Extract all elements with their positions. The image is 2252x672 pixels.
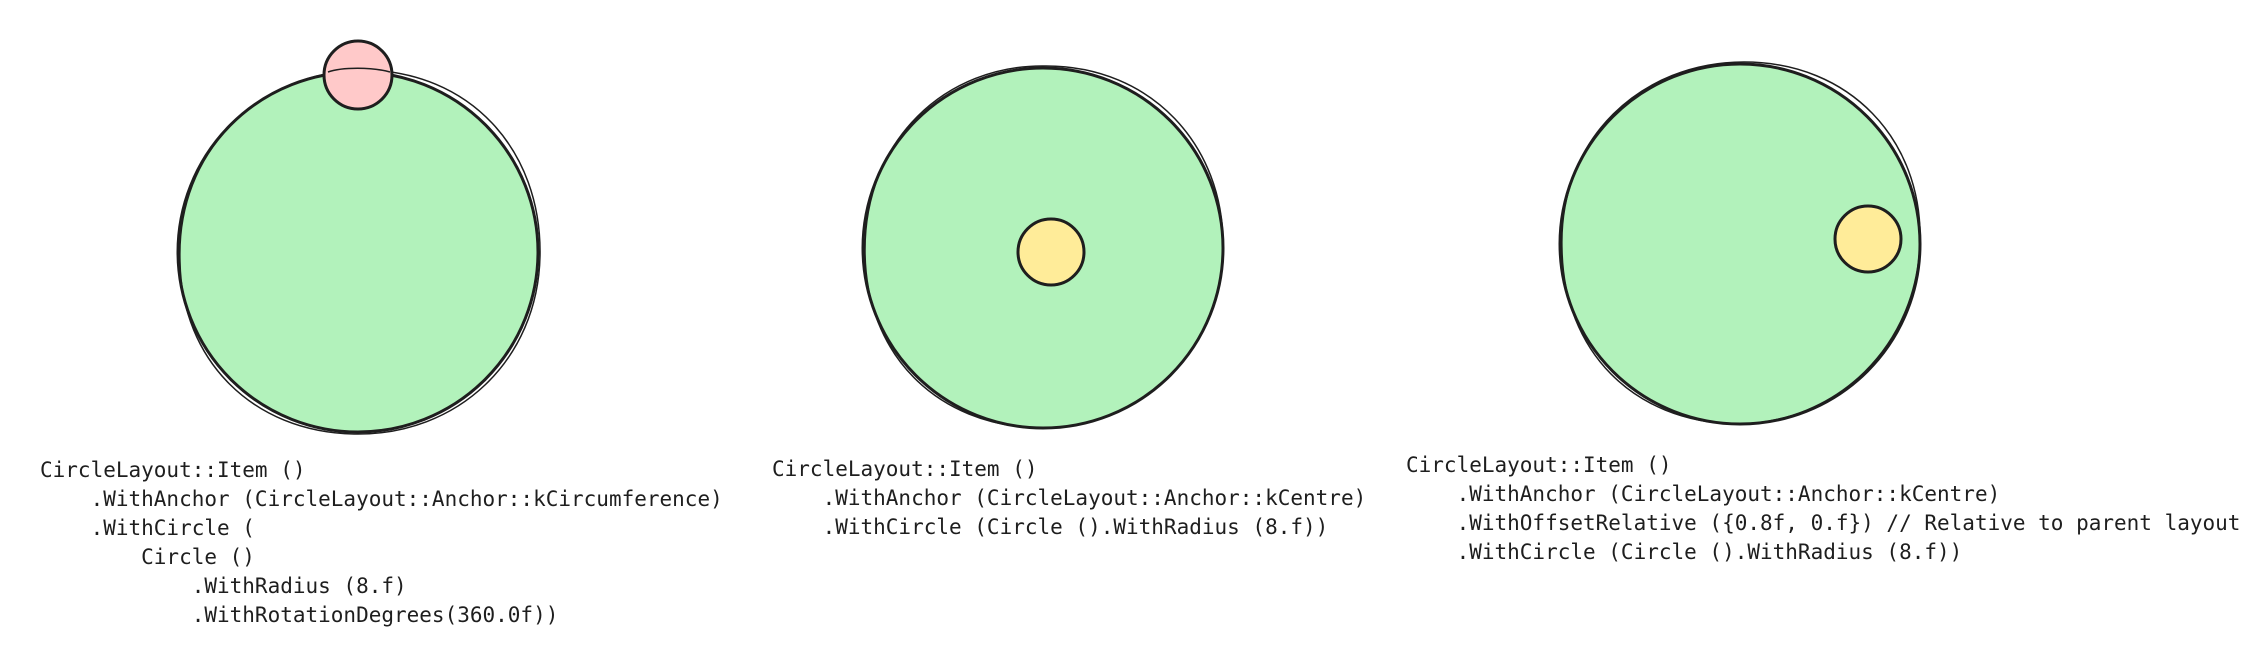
child-circle-sketch-mark [327, 67, 391, 73]
code-line: .WithOffsetRelative ({0.8f, 0.f}) // Rel… [1406, 511, 2241, 535]
code-line: CircleLayout::Item () [772, 457, 1038, 481]
code-line: CircleLayout::Item () [1406, 453, 1672, 477]
example-circumference [176, 39, 541, 435]
example-centre [861, 65, 1225, 430]
parent-circle-sketch-outline [1561, 61, 1921, 425]
code-line: .WithCircle (Circle ().WithRadius (8.f)) [1406, 540, 1963, 564]
code-line: .WithAnchor (CircleLayout::Anchor::kCent… [772, 486, 1367, 510]
code-line: CircleLayout::Item () [40, 458, 306, 482]
code-snippet-centre: CircleLayout::Item () .WithAnchor (Circl… [772, 455, 1366, 542]
example-centre-offset [1558, 61, 1922, 426]
code-line: .WithAnchor (CircleLayout::Anchor::kCirc… [40, 487, 723, 511]
child-circle-circumference [322, 39, 394, 111]
code-line: .WithRadius (8.f) [40, 574, 407, 598]
code-line: .WithCircle (Circle ().WithRadius (8.f)) [772, 515, 1329, 539]
child-circle-offset [1833, 204, 1903, 274]
code-line: .WithRotationDegrees(360.0f)) [40, 603, 559, 627]
code-snippet-circumference: CircleLayout::Item () .WithAnchor (Circl… [40, 456, 723, 630]
parent-circle-sketch-outline [179, 69, 541, 435]
code-line: .WithAnchor (CircleLayout::Anchor::kCent… [1406, 482, 2001, 506]
parent-circle-sketch-outline [864, 65, 1224, 429]
child-circle-centre [1016, 217, 1086, 287]
parent-circle [176, 70, 540, 434]
code-line: Circle () [40, 545, 255, 569]
code-snippet-centre-offset: CircleLayout::Item () .WithAnchor (Circl… [1406, 451, 2240, 567]
code-line: .WithCircle ( [40, 516, 255, 540]
